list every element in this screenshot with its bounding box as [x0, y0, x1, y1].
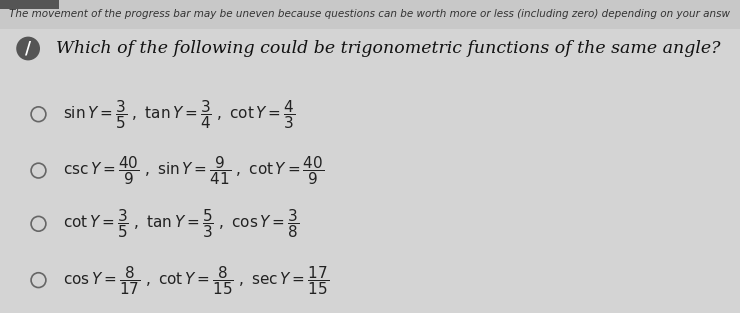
Ellipse shape — [16, 37, 40, 60]
Text: $\csc Y = \dfrac{40}{9}\ ,\ \sin Y = \dfrac{9}{41}\ ,\ \cot Y = \dfrac{40}{9}$: $\csc Y = \dfrac{40}{9}\ ,\ \sin Y = \df… — [63, 154, 324, 187]
Text: Which of the following could be trigonometric functions of the same angle?: Which of the following could be trigonom… — [56, 40, 720, 57]
Text: /: / — [25, 39, 31, 58]
FancyBboxPatch shape — [0, 29, 740, 313]
Text: $\cos Y = \dfrac{8}{17}\ ,\ \cot Y = \dfrac{8}{15}\ ,\ \sec Y = \dfrac{17}{15}$: $\cos Y = \dfrac{8}{17}\ ,\ \cot Y = \df… — [63, 264, 329, 296]
FancyBboxPatch shape — [0, 0, 740, 29]
Text: $\sin Y = \dfrac{3}{5}\ ,\ \tan Y = \dfrac{3}{4}\ ,\ \cot Y = \dfrac{4}{3}$: $\sin Y = \dfrac{3}{5}\ ,\ \tan Y = \dfr… — [63, 98, 295, 131]
Text: $\cot Y = \dfrac{3}{5}\ ,\ \tan Y = \dfrac{5}{3}\ ,\ \cos Y = \dfrac{3}{8}$: $\cot Y = \dfrac{3}{5}\ ,\ \tan Y = \dfr… — [63, 208, 299, 240]
Text: The movement of the progress bar may be uneven because questions can be worth mo: The movement of the progress bar may be … — [9, 9, 730, 19]
FancyBboxPatch shape — [0, 0, 59, 9]
